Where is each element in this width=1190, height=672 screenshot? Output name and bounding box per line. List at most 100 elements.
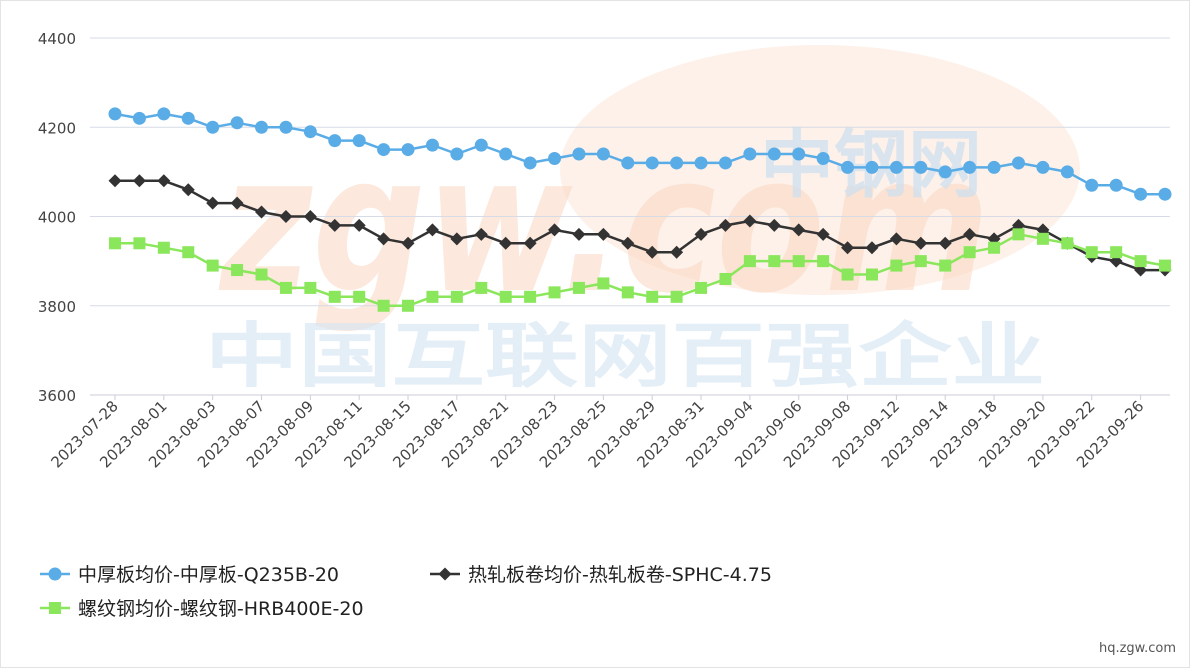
data-point	[1011, 156, 1025, 170]
data-point	[767, 218, 781, 232]
legend-item[interactable]: 螺纹钢均价-螺纹钢-HRB400E-20	[40, 598, 364, 620]
data-point	[572, 147, 586, 161]
data-point	[718, 218, 732, 232]
data-point	[255, 120, 269, 134]
data-point	[572, 227, 586, 241]
data-point	[377, 143, 391, 157]
data-point	[1085, 178, 1099, 192]
data-point	[157, 107, 171, 121]
data-point	[303, 125, 317, 139]
series-3	[109, 228, 1171, 312]
legend: 中厚板均价-中厚板-Q235B-20 热轧板卷均价-热轧板卷-SPHC-4.75 螺…	[40, 564, 772, 620]
data-point	[523, 236, 537, 250]
data-point	[499, 236, 513, 250]
data-point	[767, 147, 781, 161]
data-point	[865, 241, 879, 255]
data-point	[157, 174, 171, 188]
data-point	[621, 236, 635, 250]
data-point	[1061, 237, 1074, 250]
data-point	[230, 196, 244, 210]
y-tick-label: 3600	[38, 387, 76, 405]
data-point	[255, 205, 269, 219]
data-point	[133, 237, 146, 250]
data-point	[132, 111, 146, 125]
data-point	[328, 218, 342, 232]
data-point	[1134, 255, 1147, 268]
data-point	[670, 245, 684, 259]
data-point	[1158, 187, 1172, 201]
source-label: hq.zgw.com	[1098, 641, 1176, 656]
series-group	[108, 107, 1172, 312]
data-point	[279, 120, 293, 134]
data-point	[279, 210, 293, 223]
data-point	[425, 138, 439, 152]
data-point	[694, 227, 708, 241]
legend-marker	[49, 602, 61, 614]
data-point	[181, 183, 195, 197]
legend-marker	[48, 567, 62, 581]
data-point	[572, 281, 585, 294]
data-point	[426, 290, 439, 303]
data-point	[938, 165, 952, 179]
legend-marker	[438, 567, 452, 581]
data-point	[182, 246, 195, 259]
legend-label: 中厚板均价-中厚板-Q235B-20	[78, 564, 339, 586]
data-point	[841, 241, 855, 255]
legend-label: 螺纹钢均价-螺纹钢-HRB400E-20	[78, 598, 364, 620]
data-point	[132, 174, 146, 188]
data-point	[206, 259, 219, 272]
data-point	[524, 290, 537, 303]
data-point	[401, 236, 415, 250]
data-point	[401, 143, 415, 157]
legend-item[interactable]: 热轧板卷均价-热轧板卷-SPHC-4.75	[430, 564, 772, 586]
data-point	[792, 147, 806, 161]
y-tick-label: 3800	[38, 298, 76, 316]
data-point	[792, 223, 806, 237]
data-point	[352, 134, 366, 148]
data-point	[670, 156, 684, 170]
data-point	[718, 156, 732, 170]
data-point	[108, 107, 122, 121]
data-point	[841, 268, 854, 281]
data-point	[425, 223, 439, 237]
data-point	[914, 255, 927, 268]
data-point	[230, 116, 244, 130]
data-point	[963, 246, 976, 259]
data-point	[817, 255, 830, 268]
data-point	[377, 299, 390, 312]
legend-label: 热轧板卷均价-热轧板卷-SPHC-4.75	[468, 564, 772, 586]
data-point	[889, 232, 903, 246]
data-point	[743, 147, 757, 161]
data-point	[914, 236, 928, 250]
data-point	[963, 160, 977, 174]
data-point	[450, 232, 464, 246]
y-tick-label: 4200	[38, 119, 76, 137]
series-1	[108, 107, 1172, 201]
data-point	[523, 156, 537, 170]
data-point	[206, 120, 220, 134]
data-point	[939, 259, 952, 272]
data-point	[499, 290, 512, 303]
data-point	[109, 237, 121, 250]
data-point	[645, 156, 659, 170]
watermark-slogan: 中国互联网百强企业	[205, 315, 1045, 397]
data-point	[475, 281, 488, 294]
data-point	[303, 210, 317, 223]
data-point	[792, 255, 805, 268]
data-point	[816, 227, 830, 241]
data-point	[890, 259, 903, 272]
data-point	[694, 156, 708, 170]
data-point	[181, 111, 195, 125]
data-point	[108, 174, 122, 188]
legend-item[interactable]: 中厚板均价-中厚板-Q235B-20	[40, 564, 339, 586]
data-point	[548, 223, 562, 237]
data-point	[377, 232, 391, 246]
data-point	[1110, 246, 1123, 259]
data-point	[743, 214, 757, 228]
data-point	[865, 268, 878, 281]
data-point	[279, 281, 292, 294]
watermark-globe	[560, 45, 1080, 295]
data-point	[865, 160, 879, 174]
data-point	[450, 147, 464, 161]
